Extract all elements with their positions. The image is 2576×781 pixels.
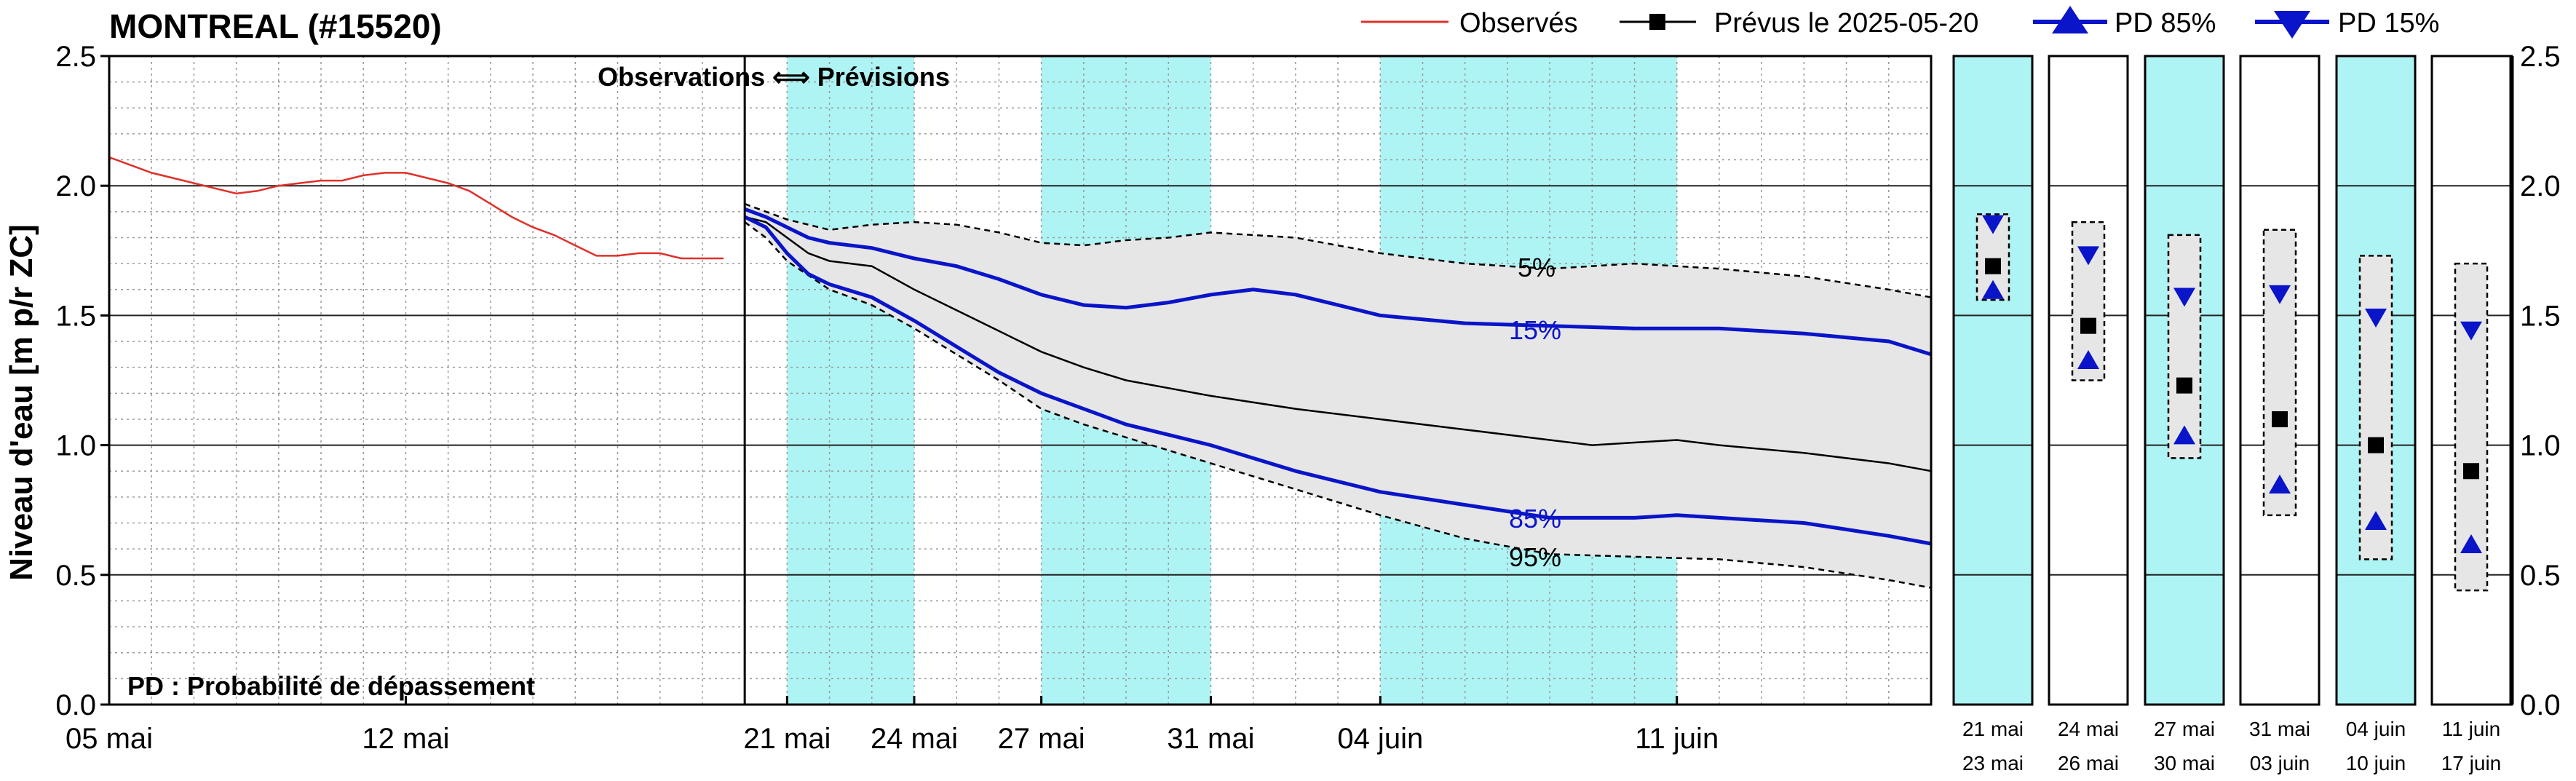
period-pd15-marker xyxy=(2077,246,2099,266)
series-pd85 xyxy=(744,215,1932,546)
period-range-box xyxy=(2262,229,2297,517)
period-from-label: 31 mai xyxy=(2249,718,2310,740)
period-panel-frame xyxy=(2430,55,2512,706)
label-15pct: 15% xyxy=(1509,315,1561,345)
period-panel-6: 11 juin 17 juin xyxy=(2430,55,2512,774)
x-tick-label-24-mai: 24 mai xyxy=(871,723,958,755)
y-tick-label: 2.5 xyxy=(55,41,96,73)
period-to-label: 26 mai xyxy=(2058,752,2119,774)
legend-pd85-marker xyxy=(2052,6,2088,33)
period-forecast-marker xyxy=(2176,377,2192,394)
period-panel-frame xyxy=(1952,55,2034,706)
period-pd15-marker xyxy=(2365,308,2387,328)
legend-forecast-label: Prévus le 2025-05-20 xyxy=(1714,8,1978,39)
y-tick-label-right: 0.0 xyxy=(2520,689,2561,721)
y-tick-label: 0.0 xyxy=(55,689,96,721)
legend: Observés Prévus le 2025-05-20 PD 85% PD … xyxy=(1361,6,2439,39)
series-forecast xyxy=(744,215,1932,472)
legend-observed-label: Observés xyxy=(1459,8,1578,39)
period-panel-frame xyxy=(2048,55,2129,706)
period-panel-5: 04 juin 10 juin xyxy=(2335,55,2417,774)
x-tick-label-21-mai: 21 mai xyxy=(743,723,831,755)
period-pd85-marker xyxy=(2173,425,2195,445)
period-pd85-marker xyxy=(2077,349,2099,369)
y-tick-label: 0.5 xyxy=(55,560,96,592)
main-plot xyxy=(108,55,1933,706)
series-5pct xyxy=(744,202,1932,298)
y-tick-label-right: 0.5 xyxy=(2520,560,2561,592)
x-tick-label-27-mai: 27 mai xyxy=(998,723,1085,755)
x-tick-label-05-mai: 05 mai xyxy=(66,723,153,755)
x-tick-label-11-juin: 11 juin xyxy=(1635,723,1719,755)
period-panel-bg xyxy=(1954,56,2032,705)
period-panel-frame xyxy=(2239,55,2321,706)
period-forecast-marker xyxy=(2272,411,2288,427)
period-pd85-marker xyxy=(1982,280,2004,299)
period-panel-frame xyxy=(2144,55,2225,706)
y-tick-label: 2.0 xyxy=(55,170,96,202)
period-range-box xyxy=(2454,262,2489,592)
period-pd15-marker xyxy=(2460,321,2482,341)
period-panel-2: 24 mai 26 mai xyxy=(2048,55,2129,774)
y-axis-left: 0.0 0.5 1.0 1.5 2.0 2.5 xyxy=(55,41,109,721)
period-pd15-marker xyxy=(2269,285,2291,304)
period-pd85-marker xyxy=(2269,475,2291,494)
period-from-label: 27 mai xyxy=(2154,718,2215,740)
shaded-period-1 xyxy=(787,56,914,705)
period-forecast-marker xyxy=(1985,258,2001,274)
period-forecast-marker xyxy=(2463,463,2479,480)
period-forecast-marker xyxy=(2368,437,2384,453)
label-5pct: 5% xyxy=(1518,253,1555,282)
period-pd85-marker xyxy=(2365,510,2387,530)
observations-previsions-label: Observations ⟺ Prévisions xyxy=(598,62,950,92)
period-to-label: 17 juin xyxy=(2441,752,2502,774)
legend-pd85-label: PD 85% xyxy=(2115,8,2216,39)
period-to-label: 30 mai xyxy=(2154,752,2215,774)
legend-forecast-marker xyxy=(1649,14,1665,30)
period-panel-3: 27 mai 30 mai xyxy=(2144,55,2225,774)
period-panel-frame xyxy=(2335,55,2417,706)
period-pd15-marker xyxy=(2173,288,2195,307)
label-85pct: 85% xyxy=(1509,504,1561,534)
x-tick-label-31-mai: 31 mai xyxy=(1167,723,1254,755)
y-tick-label: 1.0 xyxy=(55,430,96,462)
period-panel-1: 21 mai 23 mai xyxy=(1952,55,2034,774)
period-from-label: 24 mai xyxy=(2058,718,2119,740)
y-tick-label: 1.5 xyxy=(55,300,96,332)
series-observed xyxy=(108,156,724,260)
y-tick-label-right: 1.0 xyxy=(2520,430,2561,462)
period-to-label: 23 mai xyxy=(1962,752,2024,774)
y-axis-label: Niveau d'eau [m p/r ZC] xyxy=(4,224,39,581)
series-pd15 xyxy=(744,207,1932,357)
plot-frame xyxy=(108,55,1933,706)
period-range-box xyxy=(2358,255,2393,560)
period-pd85-marker xyxy=(2460,534,2482,554)
y-tick-label-right: 2.0 xyxy=(2520,170,2561,202)
chart-title: MONTREAL (#15520) xyxy=(109,7,442,45)
x-tick-label-12-mai: 12 mai xyxy=(362,723,449,755)
period-panel-4: 31 mai 03 juin xyxy=(2239,55,2321,774)
period-to-label: 10 juin xyxy=(2346,752,2406,774)
period-pd15-marker xyxy=(1982,215,2004,234)
legend-pd15-marker xyxy=(2274,11,2310,39)
period-from-label: 04 juin xyxy=(2346,718,2406,740)
period-from-label: 21 mai xyxy=(1962,718,2024,740)
period-panels: 21 mai 23 mai 24 mai 26 mai 27 mai 30 mai 31 m… xyxy=(1952,55,2512,774)
pd-note: PD : Probabilité de dépassement xyxy=(127,671,535,701)
period-to-label: 03 juin xyxy=(2250,752,2310,774)
y-axis-right: 0.0 0.5 1.0 1.5 2.0 2.5 xyxy=(2504,41,2561,721)
y-tick-label-right: 2.5 xyxy=(2520,41,2561,73)
x-axis: 05 mai 12 mai 21 mai 24 mai 27 mai 31 mai 04 j… xyxy=(66,696,1719,755)
period-forecast-marker xyxy=(2080,317,2096,334)
legend-pd15-label: PD 15% xyxy=(2338,8,2439,39)
uncertainty-band xyxy=(745,204,1931,588)
x-tick-label-04-juin: 04 juin xyxy=(1337,723,1423,755)
period-range-box xyxy=(2167,234,2202,459)
period-from-label: 11 juin xyxy=(2442,718,2500,740)
label-95pct: 95% xyxy=(1509,542,1561,572)
y-tick-label-right: 1.5 xyxy=(2520,300,2561,332)
